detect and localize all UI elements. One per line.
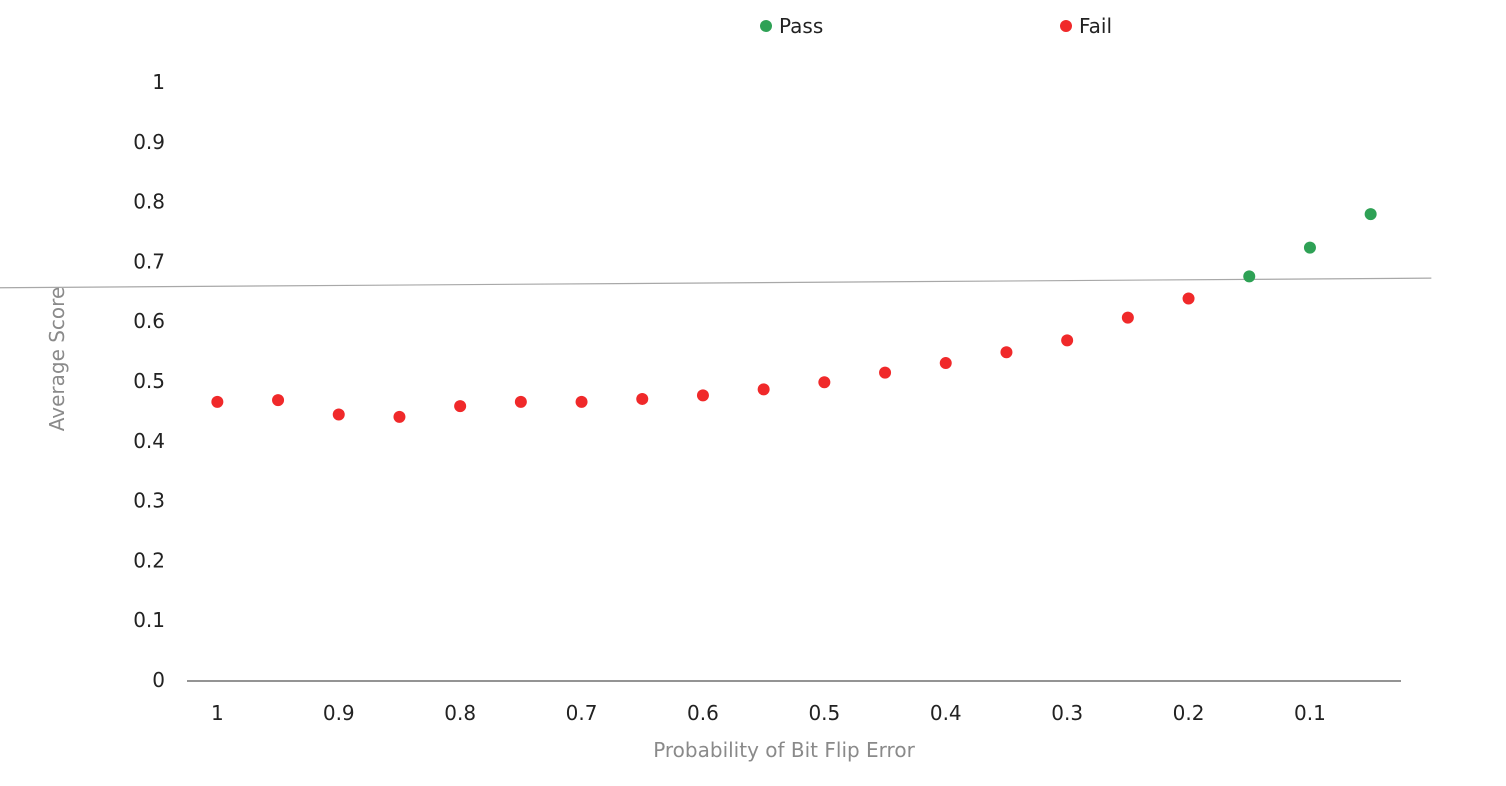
legend: Pass Fail: [760, 14, 1112, 38]
fail-point: [636, 392, 649, 405]
x-axis-title: Probability of Bit Flip Error: [653, 738, 915, 762]
y-tick-label: 0.7: [133, 249, 165, 273]
fail-point: [818, 376, 831, 389]
y-tick-label: 0.4: [133, 429, 165, 453]
pass-point: [1303, 241, 1316, 254]
x-tick-label: 0.4: [930, 701, 962, 725]
x-tick-label: 1: [211, 701, 224, 725]
threshold-line: [0, 277, 1432, 289]
y-tick-label: 0.3: [133, 489, 165, 513]
fail-point: [332, 408, 345, 421]
legend-label-pass: Pass: [779, 14, 823, 38]
x-tick-label: 0.3: [1051, 701, 1083, 725]
pass-point: [1364, 208, 1377, 221]
y-axis-title: Average Score: [45, 287, 69, 432]
fail-point: [211, 395, 224, 408]
y-tick-label: 0.9: [133, 130, 165, 154]
y-axis-tick-labels: 0 0.1 0.2 0.3 0.4 0.5 0.6 0.7 0.8 0.9 1: [133, 70, 165, 692]
x-axis-tick-labels: 1 0.9 0.8 0.7 0.6 0.5 0.4 0.3 0.2 0.1: [211, 701, 1326, 725]
x-tick-label: 0.9: [323, 701, 355, 725]
legend-marker-fail: [1060, 20, 1072, 32]
x-tick-label: 0.8: [444, 701, 476, 725]
fail-point: [696, 389, 709, 402]
y-tick-label: 1: [152, 70, 165, 94]
fail-point: [757, 383, 770, 396]
fail-point: [575, 395, 588, 408]
fail-point: [879, 366, 892, 379]
y-tick-label: 0.6: [133, 309, 165, 333]
fail-point: [1061, 334, 1074, 347]
y-tick-label: 0.2: [133, 548, 165, 572]
x-tick-label: 0.7: [566, 701, 598, 725]
fail-point: [1182, 292, 1195, 305]
fail-point: [514, 395, 527, 408]
y-tick-label: 0: [152, 668, 165, 692]
fail-point: [272, 394, 285, 407]
x-tick-label: 0.6: [687, 701, 719, 725]
y-tick-label: 0.1: [133, 608, 165, 632]
legend-marker-pass: [760, 20, 772, 32]
fail-point: [454, 400, 467, 413]
y-tick-label: 0.8: [133, 190, 165, 214]
x-tick-label: 0.1: [1294, 701, 1326, 725]
data-points: [211, 208, 1377, 423]
fail-point: [1121, 311, 1134, 324]
fail-point: [393, 410, 406, 423]
legend-label-fail: Fail: [1079, 14, 1112, 38]
fail-point: [939, 357, 952, 370]
x-tick-label: 0.2: [1173, 701, 1205, 725]
x-tick-label: 0.5: [808, 701, 840, 725]
fail-point: [1000, 346, 1013, 359]
y-tick-label: 0.5: [133, 369, 165, 393]
pass-point: [1243, 270, 1256, 283]
